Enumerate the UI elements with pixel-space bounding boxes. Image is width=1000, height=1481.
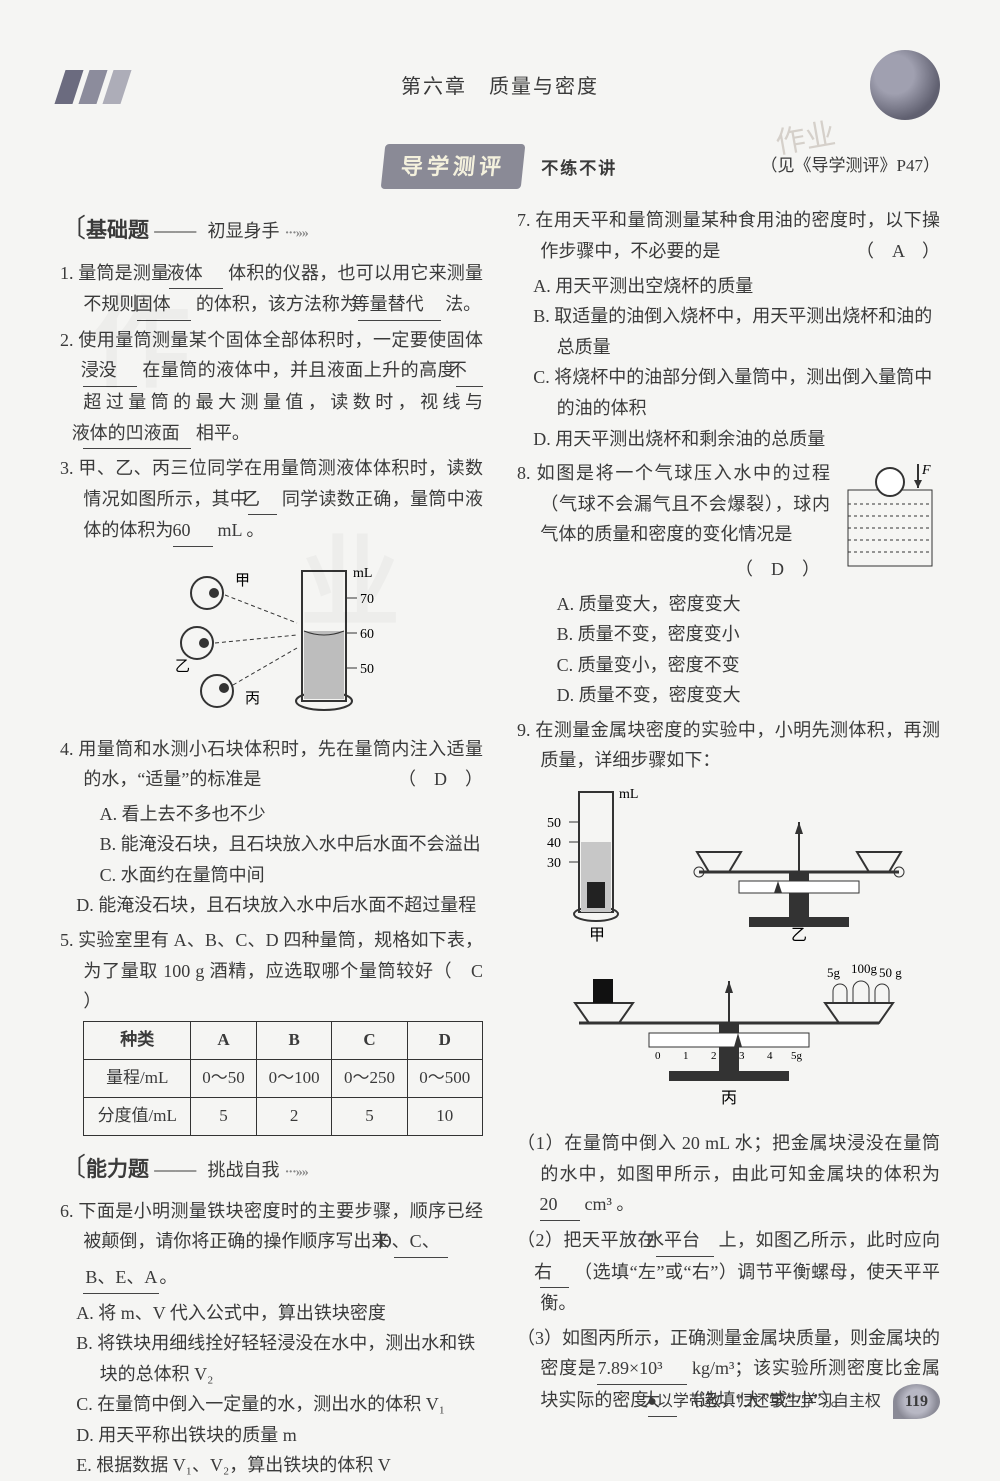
q6-cont: B、E、A。	[60, 1262, 483, 1294]
q6-optE: E. 根据数据 V₁、V₂，算出铁块的体积 V	[60, 1450, 483, 1481]
q6-blank-a: D、C、	[394, 1226, 448, 1258]
q1: 1. 量筒是测量液体 体积的仪器，也可以用它来测量不规则固体 的体积，该方法称为…	[60, 258, 483, 321]
q4-optB: B. 能淹没石块，且石块放入水中后水面不会溢出	[60, 829, 483, 860]
svg-text:30: 30	[547, 856, 561, 871]
q6-blank-b: B、E、A	[83, 1262, 159, 1294]
q4-optC: C. 水面约在量筒中间	[60, 860, 483, 891]
svg-text:3: 3	[739, 1050, 745, 1062]
q4-optD: D. 能淹没石块，且石块放入水中后水面不超过量程	[60, 890, 483, 921]
ability-section-head: 〔能力题 —— 挑战自我 ···»»	[60, 1146, 483, 1190]
q7-optC: C. 将烧杯中的油部分倒入量筒中，测出倒入量筒中的油的体积	[517, 362, 940, 423]
svg-text:50: 50	[547, 816, 561, 831]
q6-optD: D. 用天平称出铁块的质量 m	[60, 1420, 483, 1451]
q1-blank3: 等量替代	[358, 289, 441, 321]
q2-blank2: 不	[456, 355, 483, 387]
footer: ●以学带教，归还学生学习自主权 119	[647, 1384, 940, 1419]
q7-answer: A	[892, 241, 904, 261]
q8-figure: F	[863, 462, 940, 582]
q8-optD: D. 质量不变，密度变大	[517, 680, 940, 711]
chapter-title: 第六章 质量与密度	[60, 70, 940, 104]
svg-text:甲: 甲	[235, 573, 250, 589]
q8: 8. 如图是将一个气球压入水中的过程（气球不会漏气且不会爆裂），球内气体的质量和…	[517, 458, 940, 550]
q5-table: 种类A BC D 量程/mL0～50 0～1000～250 0～500 分度值/…	[83, 1021, 483, 1136]
svg-text:50 g: 50 g	[879, 965, 902, 980]
svg-text:乙: 乙	[175, 659, 190, 675]
svg-text:甲: 甲	[589, 927, 605, 944]
q9-p2: （2）把天平放在水平台 上，如图乙所示，此时应向右 （选填“左”或“右”）调节平…	[517, 1225, 940, 1319]
q9-p3-blank1: 7.89×10³	[597, 1353, 687, 1385]
q3-blank2: 60	[173, 515, 213, 547]
q2: 2. 使用量筒测量某个固体全部体积时，一定要使固体浸没 在量筒的液体中，并且液面…	[60, 325, 483, 449]
q1-blank2: 固体	[137, 289, 191, 321]
q6: 6. 下面是小明测量铁块密度时的主要步骤，顺序已经被颠倒，请你将正确的操作顺序写…	[60, 1196, 483, 1258]
basic-section-head: 〔基础题 —— 初显身手 ···»»	[60, 207, 483, 251]
q3-figure: mL 70 60 50 甲 乙 丙	[60, 553, 483, 728]
svg-text:乙: 乙	[791, 927, 807, 944]
q4-optA: A. 看上去不多也不少	[60, 799, 483, 830]
svg-text:5g: 5g	[827, 965, 841, 980]
q5-answer: C	[471, 961, 483, 981]
svg-text:mL: mL	[619, 787, 638, 802]
svg-text:0: 0	[655, 1050, 661, 1062]
banner-subtitle: 不练不讲	[541, 159, 617, 178]
q2-blank3: 液体的凹液面	[83, 418, 191, 450]
q8-answer: D	[771, 559, 784, 579]
header-stripes	[60, 70, 132, 114]
svg-text:60: 60	[360, 627, 374, 642]
footer-motto: ●以学带教，归还学生学习自主权	[647, 1393, 881, 1410]
mascot-logo	[870, 50, 940, 120]
q7-optB: B. 取适量的油倒入烧杯中，用天平测出烧杯和油的总质量	[517, 301, 940, 362]
svg-text:70: 70	[360, 592, 374, 607]
q3: 3. 甲、乙、丙三位同学在用量筒测液体体积时，读数情况如图所示，其中乙 同学读数…	[60, 453, 483, 547]
q6-optC: C. 在量筒中倒入一定量的水，测出水的体积 V₁	[60, 1389, 483, 1420]
q9-p1-blank: 20	[540, 1189, 580, 1221]
q4-answer: D	[434, 769, 447, 789]
q7-optD: D. 用天平测出烧杯和剩余油的总质量	[517, 424, 940, 455]
svg-text:mL: mL	[353, 566, 372, 581]
svg-text:100g: 100g	[851, 963, 878, 976]
q7-optA: A. 用天平测出空烧杯的质量	[517, 271, 940, 302]
q9-p2-blank1: 水平台	[656, 1225, 714, 1257]
svg-text:5g: 5g	[791, 1050, 803, 1062]
svg-text:丙: 丙	[721, 1090, 737, 1107]
svg-text:1: 1	[683, 1050, 689, 1062]
svg-text:40: 40	[547, 836, 561, 851]
section-banner: 导学测评	[380, 144, 525, 189]
svg-text:F: F	[921, 463, 931, 478]
q9-figure-mid: 5g 100g 50 g 0 1 2 3 4 5g 丙	[517, 963, 940, 1123]
q3-blank1: 乙	[248, 484, 277, 516]
left-column: 〔基础题 —— 初显身手 ···»» 1. 量筒是测量液体 体积的仪器，也可以用…	[60, 201, 483, 1481]
q8-optB: B. 质量不变，密度变小	[517, 619, 940, 650]
page-number: 119	[893, 1384, 940, 1419]
q6-optB: B. 将铁块用细线拴好轻轻浸没在水中，测出水和铁块的总体积 V₂	[60, 1328, 483, 1389]
q9-figure-top: mL 50 40 30 甲 乙	[517, 782, 940, 957]
q6-optA: A. 将 m、V 代入公式中，算出铁块密度	[60, 1298, 483, 1329]
right-column: 7. 在用天平和量筒测量某种食用油的密度时，以下操作步骤中，不必要的是 （ A …	[517, 201, 940, 1481]
q9: 9. 在测量金属块密度的实验中，小明先测体积，再测质量，详细步骤如下：	[517, 715, 940, 776]
q5: 5. 实验室里有 A、B、C、D 四种量筒，规格如下表，为了量取 100 g 酒…	[60, 925, 483, 1017]
svg-text:50: 50	[360, 662, 374, 677]
svg-text:4: 4	[767, 1050, 773, 1062]
q8-optA: A. 质量变大，密度变大	[517, 589, 940, 620]
q8-optC: C. 质量变小，密度不变	[517, 650, 940, 681]
svg-text:丙: 丙	[245, 691, 260, 707]
q4: 4. 用量筒和水测小石块体积时，先在量筒内注入适量的水，“适量”的标准是 （ D…	[60, 734, 483, 795]
page-ref: （见《导学测评》P47）	[761, 152, 940, 181]
q9-p1: （1）在量筒中倒入 20 mL 水；把金属块浸没在量筒的水中，如图甲所示，由此可…	[517, 1128, 940, 1221]
svg-text:2: 2	[711, 1050, 717, 1062]
q2-blank1: 浸没	[83, 355, 137, 387]
q9-p2-blank2: 右	[540, 1257, 569, 1289]
q7: 7. 在用天平和量筒测量某种食用油的密度时，以下操作步骤中，不必要的是 （ A …	[517, 205, 940, 266]
q1-blank1: 液体	[169, 258, 223, 290]
